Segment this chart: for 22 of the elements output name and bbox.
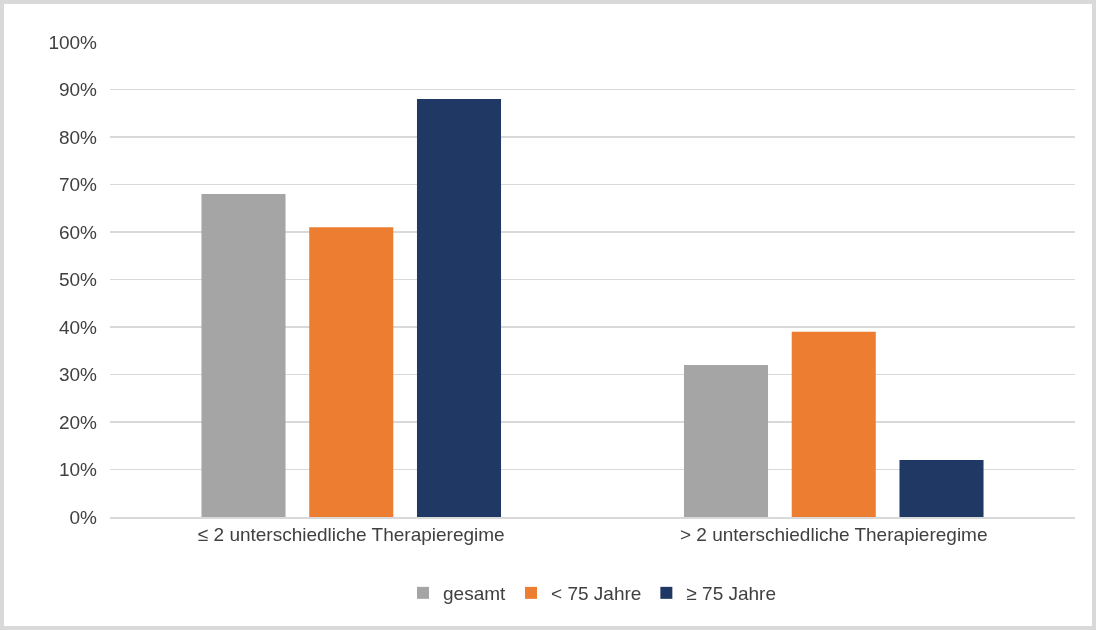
bar: [791, 331, 876, 517]
bar: [899, 460, 984, 517]
x-tick-label: > 2 unterschiedliche Therapieregime: [679, 524, 988, 546]
x-tick-label: ≤ 2 unterschiedliche Therapieregime: [197, 524, 505, 546]
y-tick-label: 50%: [58, 269, 98, 291]
y-tick-label: 90%: [58, 79, 98, 101]
bar: [416, 99, 502, 517]
bar: [309, 227, 394, 517]
legend-label: < 75 Jahre: [551, 583, 642, 605]
y-tick-label: 30%: [58, 364, 98, 386]
y-tick-label: 100%: [48, 31, 98, 53]
legend-label: gesamt: [443, 583, 507, 605]
y-tick-label: 60%: [58, 221, 98, 243]
bar: [683, 365, 769, 517]
y-tick-label: 40%: [58, 316, 98, 338]
legend-label: ≥ 75 Jahre: [686, 583, 777, 605]
y-tick-label: 0%: [69, 506, 98, 528]
y-tick-label: 80%: [58, 126, 98, 148]
y-tick-label: 20%: [58, 411, 98, 433]
y-tick-label: 70%: [58, 174, 98, 196]
y-tick-label: 10%: [58, 459, 98, 481]
bar: [201, 194, 286, 517]
